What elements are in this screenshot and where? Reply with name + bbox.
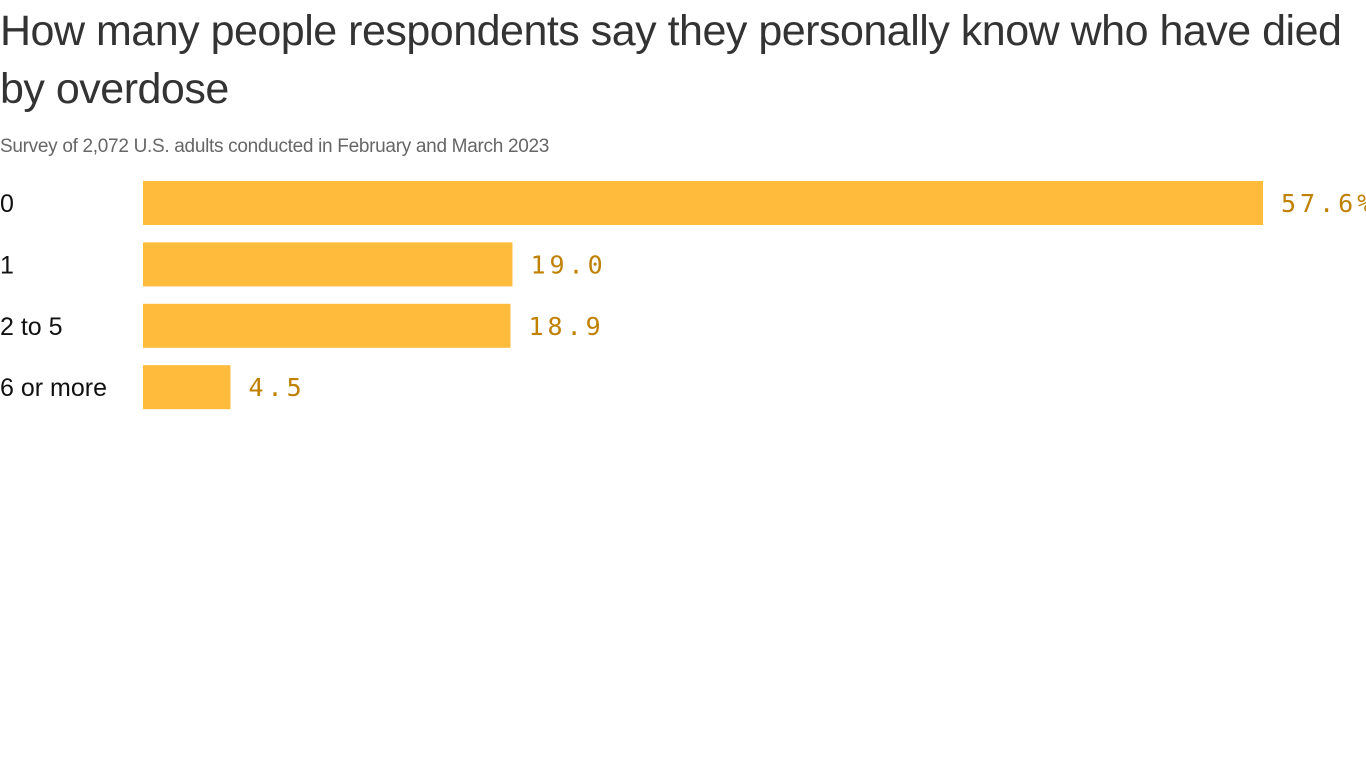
category-label: 0 — [0, 190, 14, 218]
value-label: 18.9 — [529, 312, 605, 341]
category-label: 6 or more — [0, 374, 107, 402]
bar — [143, 181, 1263, 225]
chart-title: How many people respondents say they per… — [0, 7, 1342, 113]
category-label: 1 — [0, 251, 14, 279]
category-label: 2 to 5 — [0, 313, 63, 341]
chart-subtitle: Survey of 2,072 U.S. adults conducted in… — [0, 136, 550, 157]
bar — [143, 303, 511, 348]
value-label: 19.0 — [530, 250, 606, 279]
value-label: 4.5 — [249, 373, 306, 402]
value-label: 57.6% — [1281, 189, 1366, 218]
bar — [143, 365, 231, 410]
bar — [143, 242, 513, 287]
